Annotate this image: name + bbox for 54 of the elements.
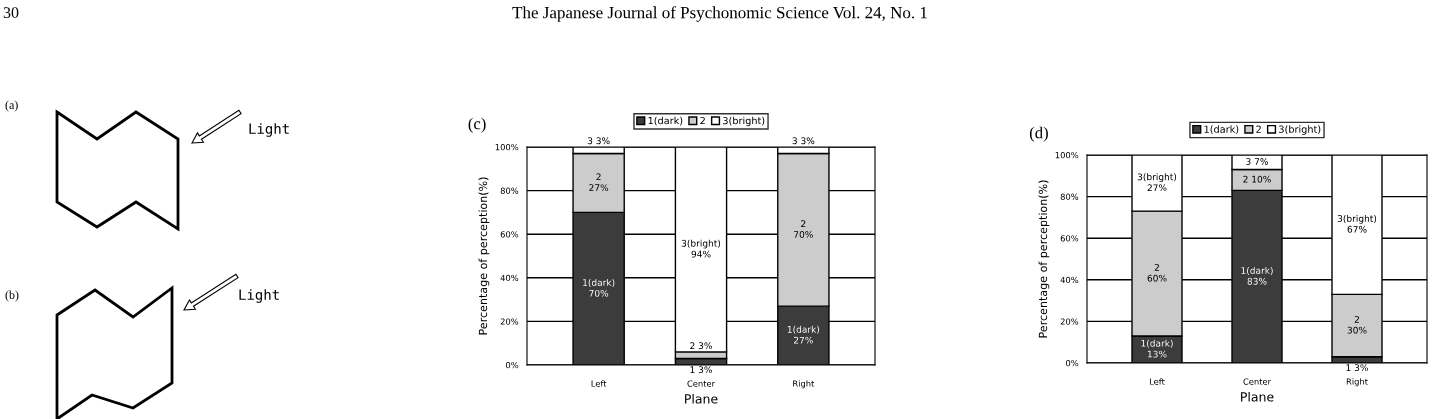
data-label: 2 3% xyxy=(690,342,712,350)
data-label: 2 30% xyxy=(1347,315,1367,334)
data-label: 1(dark) 83% xyxy=(1241,266,1273,285)
data-label: 2 10% xyxy=(1243,175,1271,183)
legend-label: 3(bright) xyxy=(723,116,765,127)
y-tick-label: 40% xyxy=(500,274,519,282)
y-tick-label: 80% xyxy=(1060,193,1079,200)
x-tick-label: Center xyxy=(687,380,716,387)
data-label: 1(dark) 27% xyxy=(787,325,820,344)
x-tick-label: Right xyxy=(793,380,815,389)
text: Light xyxy=(249,123,289,137)
data-label: 2 70% xyxy=(794,220,813,238)
y-axis-title: Percentage of perception(%) xyxy=(478,177,490,335)
data-label: 1 3% xyxy=(1346,364,1368,372)
legend-label: 2 xyxy=(1256,125,1261,133)
x-tick-label: Left xyxy=(1149,378,1165,385)
data-label: 1 3% xyxy=(690,366,712,374)
y-tick-label: 20% xyxy=(500,318,519,325)
legend-label: 1(dark) xyxy=(648,116,683,126)
x-axis-title: Plane xyxy=(685,393,718,404)
legend-label: 1(dark) xyxy=(1204,125,1239,134)
text: Light xyxy=(239,289,279,303)
x-tick-label: Center xyxy=(1243,378,1272,385)
data-label: 3(bright) 94% xyxy=(681,239,721,258)
data-label: 1(dark) 70% xyxy=(583,278,615,297)
legend-label: 2 xyxy=(700,116,705,125)
data-label: 3 3% xyxy=(587,137,610,145)
y-axis-title: Percentage of perception(%) xyxy=(1038,180,1050,338)
data-label: 1(dark) 13% xyxy=(1141,339,1173,358)
y-tick-label: 40% xyxy=(1060,276,1079,284)
y-tick-label: 20% xyxy=(1060,318,1079,325)
data-label: 2 60% xyxy=(1147,263,1167,282)
legend-label: 3(bright) xyxy=(1279,125,1321,135)
data-label: 3 7% xyxy=(1246,158,1268,165)
text: (a) xyxy=(5,100,18,112)
y-tick-label: 0% xyxy=(506,361,519,369)
x-tick-label: Left xyxy=(591,380,607,387)
text: 30 xyxy=(3,7,19,19)
text: (d) xyxy=(1029,126,1048,142)
y-tick-label: 100% xyxy=(495,143,519,151)
data-label: 3 3% xyxy=(792,137,815,145)
y-tick-label: 60% xyxy=(1060,235,1079,242)
text: (b) xyxy=(5,290,19,302)
text: The Japanese Journal of Psychonomic Science Vol. 24, No. 1 xyxy=(512,6,927,22)
y-tick-label: 0% xyxy=(1066,359,1079,367)
y-tick-label: 60% xyxy=(500,231,519,238)
data-label: 3(bright) 27% xyxy=(1137,173,1177,192)
x-tick-label: Right xyxy=(1346,378,1368,387)
x-axis-title: Plane xyxy=(1241,391,1274,402)
text: (c) xyxy=(468,117,486,133)
y-tick-label: 100% xyxy=(1055,151,1079,159)
data-label: 2 27% xyxy=(589,173,609,191)
data-label: 3(bright) 67% xyxy=(1337,214,1377,233)
y-tick-label: 80% xyxy=(500,187,519,194)
